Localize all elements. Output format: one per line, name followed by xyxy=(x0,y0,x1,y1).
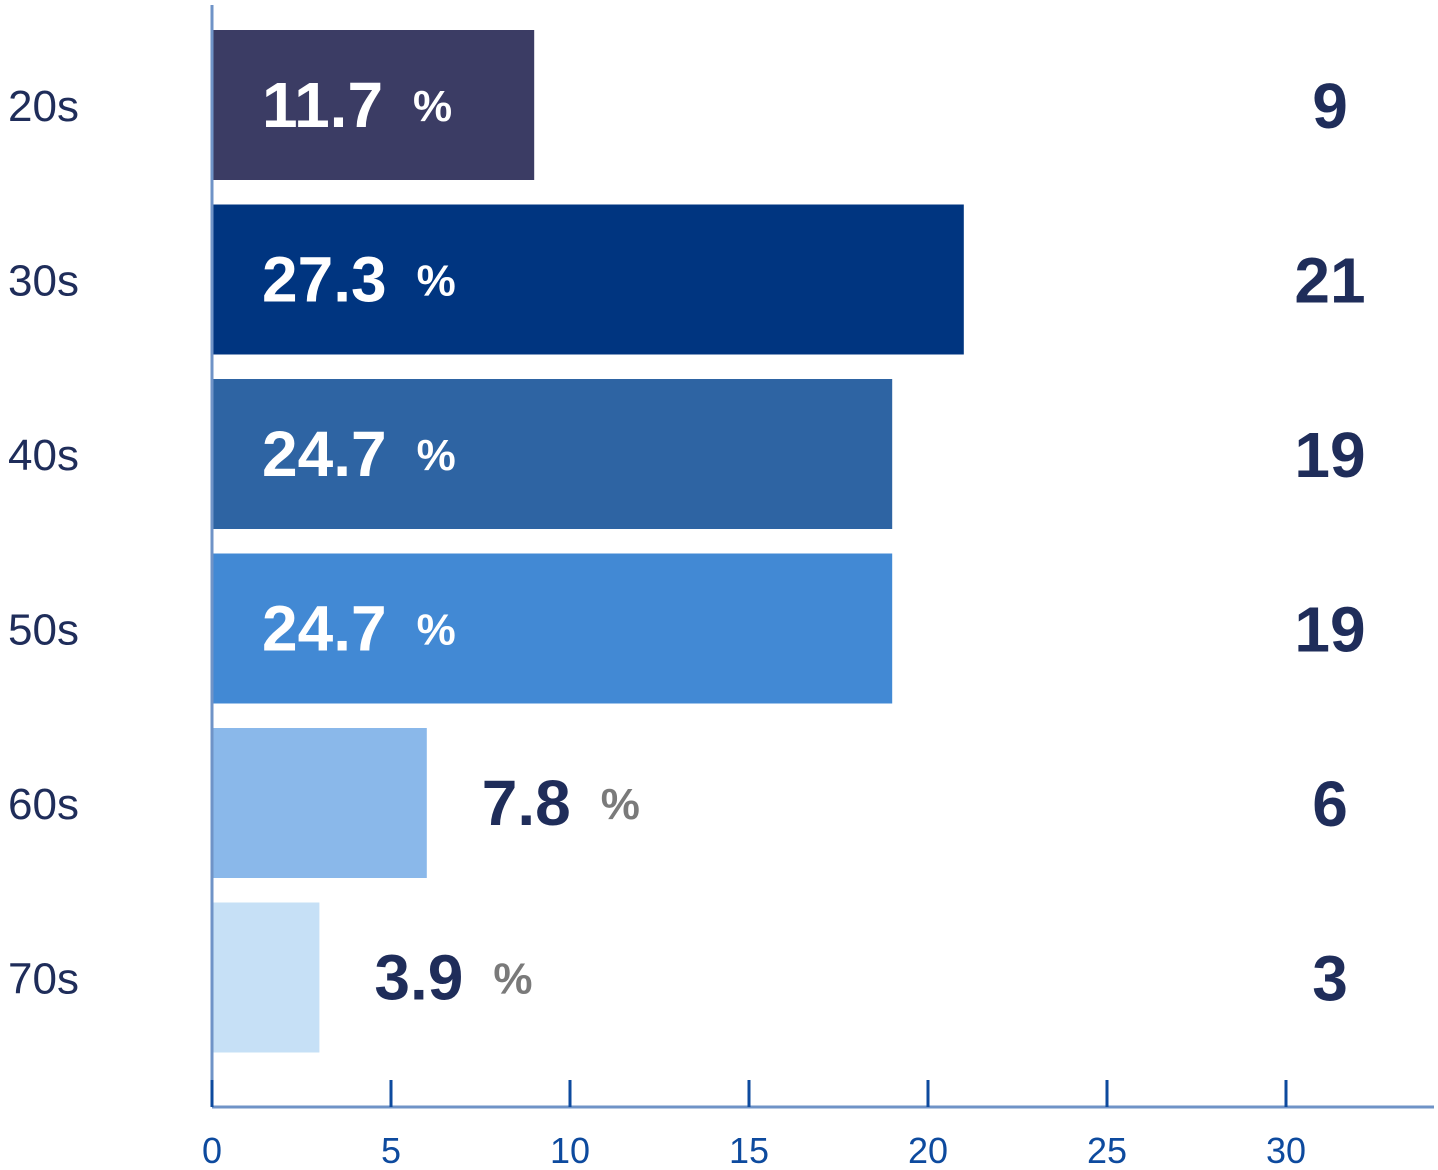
percent-sign-20s: % xyxy=(413,82,452,131)
category-label-60s: 60s xyxy=(8,780,79,829)
bar-labels: 11.7 % 27.3 % 24.7 % 24.7 % 7.8 % 3.9% xyxy=(262,69,640,1014)
percent-label-50s: 24.7 xyxy=(262,593,387,665)
count-labels: 9 21 19 19 6 3 xyxy=(1254,70,1374,1015)
bar-20s xyxy=(212,30,535,180)
percent-label-20s: 11.7 xyxy=(262,69,383,141)
bar-30s xyxy=(212,204,964,355)
percent-sign-30s: % xyxy=(417,257,456,306)
percent-label-60s: 7.8 xyxy=(482,767,571,839)
category-label-50s: 50s xyxy=(8,606,79,655)
x-tick-label-5: 5 xyxy=(381,1130,401,1170)
x-tick-label-0: 0 xyxy=(202,1130,222,1170)
percent-label-30s: 27.3 xyxy=(262,244,387,316)
category-label-30s: 30s xyxy=(8,257,79,306)
x-tick-label-30: 30 xyxy=(1266,1130,1306,1170)
bar-50s xyxy=(212,553,893,704)
x-tick-label-15: 15 xyxy=(729,1130,769,1170)
category-label-70s: 70s xyxy=(8,955,79,1004)
bars xyxy=(212,30,964,1053)
count-highlight-30s xyxy=(1254,226,1374,333)
bar-60s xyxy=(212,728,427,878)
percent-label-40s: 24.7 xyxy=(262,418,387,490)
count-label-60s: 6 xyxy=(1312,768,1348,840)
percent-sign-60s: % xyxy=(601,780,640,829)
category-label-40s: 40s xyxy=(8,431,79,480)
count-label-50s: 19 xyxy=(1294,594,1365,666)
bar-70s xyxy=(212,902,320,1053)
x-tick-label-20: 20 xyxy=(908,1130,948,1170)
percent-sign-50s: % xyxy=(417,606,456,655)
category-label-20s: 20s xyxy=(8,82,79,131)
bar-40s xyxy=(212,379,893,529)
count-label-20s: 9 xyxy=(1312,70,1348,142)
x-tick-label-10: 10 xyxy=(550,1130,590,1170)
axes: 0 5 10 15 20 25 30 xyxy=(202,5,1434,1170)
category-labels: 20s 30s 40s 50s 60s 70s xyxy=(8,82,79,1004)
percent-sign-40s: % xyxy=(417,431,456,480)
count-label-70s: 3 xyxy=(1312,943,1348,1015)
x-tick-label-25: 25 xyxy=(1087,1130,1127,1170)
percent-sign-70s: % xyxy=(493,955,532,1004)
count-label-30s: 21 xyxy=(1294,245,1365,317)
count-label-40s: 19 xyxy=(1294,419,1365,491)
percent-label-70s: 3.9 xyxy=(374,942,463,1014)
